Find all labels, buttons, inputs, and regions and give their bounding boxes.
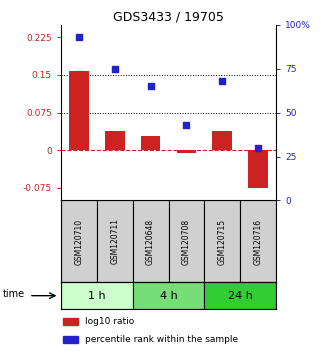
Text: GSM120711: GSM120711 [110, 218, 119, 264]
Bar [240, 200, 276, 282]
Bar [204, 282, 276, 309]
Bar [248, 150, 268, 188]
Point [256, 145, 261, 150]
Bar [63, 318, 78, 325]
Point [148, 84, 153, 89]
Bar [97, 200, 133, 282]
Text: GSM120708: GSM120708 [182, 218, 191, 264]
Bar [169, 200, 204, 282]
Bar [141, 136, 160, 150]
Point [112, 66, 117, 72]
Bar [63, 336, 78, 343]
Text: 4 h: 4 h [160, 291, 178, 301]
Bar [61, 200, 97, 282]
Bar [61, 282, 133, 309]
Point [184, 122, 189, 128]
Bar [204, 200, 240, 282]
Text: percentile rank within the sample: percentile rank within the sample [85, 335, 238, 344]
Bar [213, 131, 232, 150]
Title: GDS3433 / 19705: GDS3433 / 19705 [113, 11, 224, 24]
Bar [177, 150, 196, 153]
Point [76, 34, 82, 40]
Text: GSM120648: GSM120648 [146, 218, 155, 264]
Bar [105, 131, 125, 150]
Text: GSM120716: GSM120716 [254, 218, 263, 264]
Bar [133, 200, 169, 282]
Text: time: time [3, 289, 25, 299]
Text: 1 h: 1 h [88, 291, 106, 301]
Text: log10 ratio: log10 ratio [85, 316, 134, 326]
Bar [133, 282, 204, 309]
Text: GSM120715: GSM120715 [218, 218, 227, 264]
Point [220, 78, 225, 84]
Text: GSM120710: GSM120710 [74, 218, 83, 264]
Text: 24 h: 24 h [228, 291, 253, 301]
Bar [69, 71, 89, 150]
